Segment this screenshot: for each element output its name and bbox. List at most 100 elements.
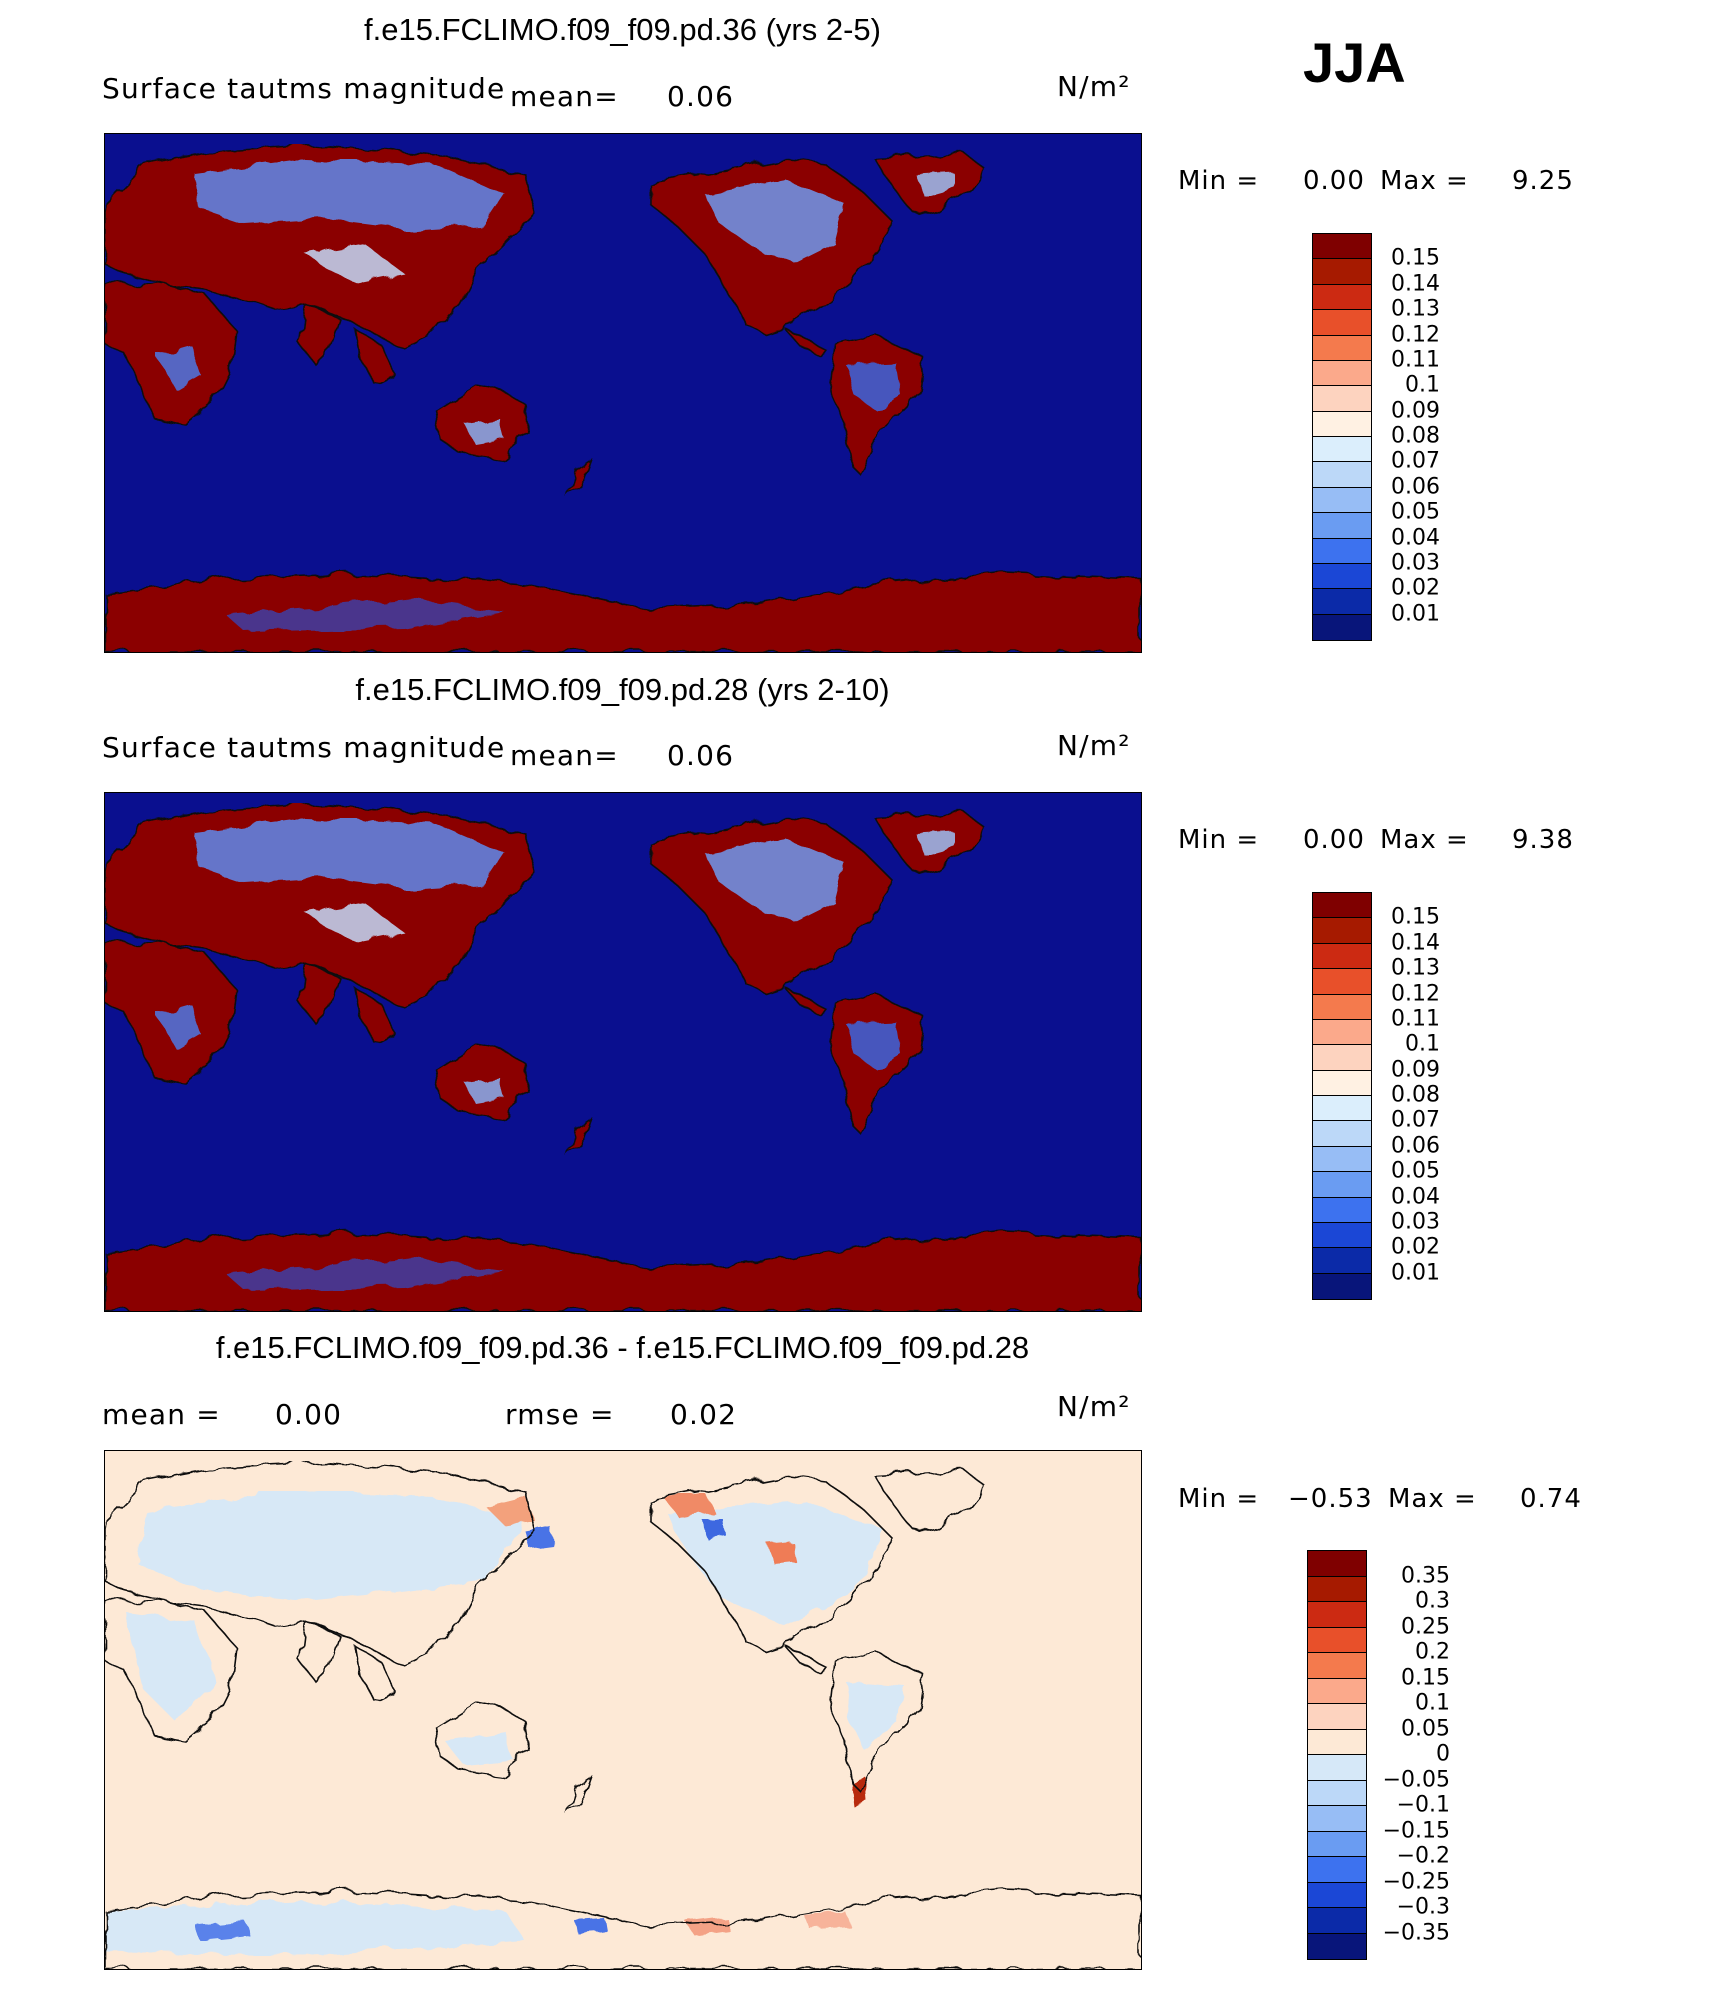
colorbar-swatch	[1313, 1019, 1371, 1046]
colorbar-swatch	[1313, 1146, 1371, 1173]
panel3-max-label: Max =	[1388, 1484, 1477, 1514]
panel3-max-value: 0.74	[1520, 1484, 1582, 1514]
panel2-variable: Surface tautms magnitude	[102, 731, 506, 764]
colorbar-swatch	[1308, 1551, 1366, 1577]
panel2-colorbar	[1312, 892, 1372, 1300]
panel2-min-label: Min =	[1178, 825, 1260, 855]
colorbar-swatch	[1313, 969, 1371, 995]
colorbar-swatch	[1313, 994, 1371, 1020]
panel2-max-label: Max =	[1380, 825, 1469, 855]
panel2-map-svg	[105, 793, 1141, 1311]
colorbar-tick-label: 0.2	[1415, 1639, 1450, 1665]
colorbar-tick-label: 0.14	[1391, 930, 1440, 956]
colorbar-swatch	[1308, 1729, 1366, 1755]
colorbar-tick-label: 0.15	[1391, 245, 1440, 271]
colorbar-swatch	[1313, 1222, 1371, 1249]
colorbar-swatch	[1308, 1857, 1366, 1883]
colorbar-tick-label: 0.35	[1401, 1563, 1450, 1588]
colorbar-swatch	[1313, 943, 1371, 970]
colorbar-tick-label: 0.06	[1391, 474, 1440, 500]
colorbar-swatch	[1313, 487, 1371, 514]
colorbar-swatch	[1313, 1172, 1371, 1198]
colorbar-tick-label: −0.25	[1382, 1869, 1450, 1894]
panel1-map-svg	[105, 134, 1141, 652]
colorbar-tick-label: 0.03	[1391, 550, 1440, 576]
panel1-mean-value: 0.06	[667, 80, 735, 113]
colorbar-swatch	[1308, 1678, 1366, 1704]
colorbar-swatch	[1313, 386, 1371, 412]
colorbar-tick-label: 0.14	[1391, 271, 1440, 297]
colorbar-swatch	[1313, 513, 1371, 539]
panel1-units: N/m²	[1057, 70, 1131, 103]
colorbar-tick-label: 0.08	[1391, 423, 1440, 449]
colorbar-tick-label: −0.2	[1396, 1843, 1450, 1869]
panel1-mean-label: mean=	[510, 80, 619, 113]
colorbar-tick-label: 0.13	[1391, 296, 1440, 322]
panel2-map	[104, 792, 1142, 1312]
colorbar-tick-label: 0.09	[1391, 1057, 1440, 1083]
colorbar-tick-label: −0.35	[1382, 1920, 1450, 1945]
panel1-max-label: Max =	[1380, 166, 1469, 196]
colorbar-tick-label: 0.11	[1391, 347, 1440, 373]
colorbar-swatch	[1313, 1121, 1371, 1147]
colorbar-tick-label: 0.08	[1391, 1082, 1440, 1108]
panel1-min-label: Min =	[1178, 166, 1260, 196]
colorbar-swatch	[1313, 1096, 1371, 1122]
colorbar-tick-label: 0.02	[1391, 575, 1440, 601]
colorbar-swatch	[1308, 1806, 1366, 1832]
colorbar-tick-label: 0.07	[1391, 1107, 1440, 1133]
colorbar-swatch	[1313, 1273, 1371, 1299]
colorbar-swatch	[1308, 1627, 1366, 1653]
colorbar-swatch	[1313, 1248, 1371, 1274]
colorbar-swatch	[1313, 234, 1371, 260]
colorbar-swatch	[1308, 1780, 1366, 1806]
colorbar-swatch	[1308, 1653, 1366, 1679]
colorbar-tick-label: −0.05	[1382, 1767, 1450, 1792]
colorbar-tick-label: −0.3	[1396, 1894, 1450, 1920]
colorbar-swatch	[1313, 462, 1371, 488]
panel3-title: f.e15.FCLIMO.f09_f09.pd.36 - f.e15.FCLIM…	[215, 1330, 1030, 1365]
colorbar-swatch	[1308, 1831, 1366, 1857]
colorbar-swatch	[1313, 589, 1371, 615]
panel3-rmse-value: 0.02	[670, 1398, 738, 1431]
panel2-units: N/m²	[1057, 729, 1131, 762]
colorbar-swatch	[1313, 1197, 1371, 1223]
colorbar-swatch	[1308, 1908, 1366, 1934]
colorbar-swatch	[1313, 918, 1371, 944]
colorbar-tick-label: 0.05	[1391, 1158, 1440, 1184]
colorbar-tick-label: 0.13	[1391, 955, 1440, 981]
colorbar-swatch	[1308, 1882, 1366, 1908]
colorbar-tick-label: 0.1	[1415, 1690, 1450, 1716]
colorbar-swatch	[1308, 1602, 1366, 1628]
panel3-rmse-label: rmse =	[505, 1398, 615, 1431]
colorbar-swatch	[1313, 437, 1371, 463]
colorbar-tick-label: 0.1	[1405, 1031, 1440, 1057]
panel2-max-value: 9.38	[1512, 825, 1574, 855]
colorbar-tick-label: 0.05	[1401, 1716, 1450, 1741]
panel2-title: f.e15.FCLIMO.f09_f09.pd.28 (yrs 2-10)	[355, 672, 890, 707]
colorbar-swatch	[1313, 335, 1371, 361]
colorbar-tick-label: 0.01	[1391, 601, 1440, 627]
colorbar-swatch	[1313, 360, 1371, 387]
colorbar-swatch	[1313, 310, 1371, 336]
colorbar-swatch	[1313, 411, 1371, 437]
colorbar-tick-label: 0.15	[1391, 904, 1440, 930]
panel3-colorbar-labels: 0.35 0.3 0.25 0.2 0.15 0.1 0.05 0 −0.05 −0.1 −0.15…	[1380, 1550, 1450, 1958]
colorbar-tick-label: 0.01	[1391, 1260, 1440, 1286]
colorbar-tick-label: 0.15	[1401, 1665, 1450, 1690]
panel3-mean-value: 0.00	[275, 1398, 343, 1431]
colorbar-swatch	[1313, 614, 1371, 640]
colorbar-swatch	[1308, 1576, 1366, 1602]
colorbar-tick-label: 0.3	[1415, 1588, 1450, 1614]
panel3-colorbar	[1307, 1550, 1367, 1960]
colorbar-tick-label: 0.03	[1391, 1209, 1440, 1235]
panel2-mean-label: mean=	[510, 739, 619, 772]
panel3-mean-label: mean =	[102, 1398, 221, 1431]
colorbar-tick-label: −0.15	[1382, 1818, 1450, 1843]
panel2-min-value: 0.00	[1303, 825, 1365, 855]
colorbar-tick-label: 0.04	[1391, 1184, 1440, 1209]
colorbar-tick-label: 0.04	[1391, 525, 1440, 550]
colorbar-tick-label: −0.1	[1396, 1792, 1450, 1818]
colorbar-tick-label: 0.12	[1391, 322, 1440, 347]
colorbar-tick-label: 0.05	[1391, 499, 1440, 525]
